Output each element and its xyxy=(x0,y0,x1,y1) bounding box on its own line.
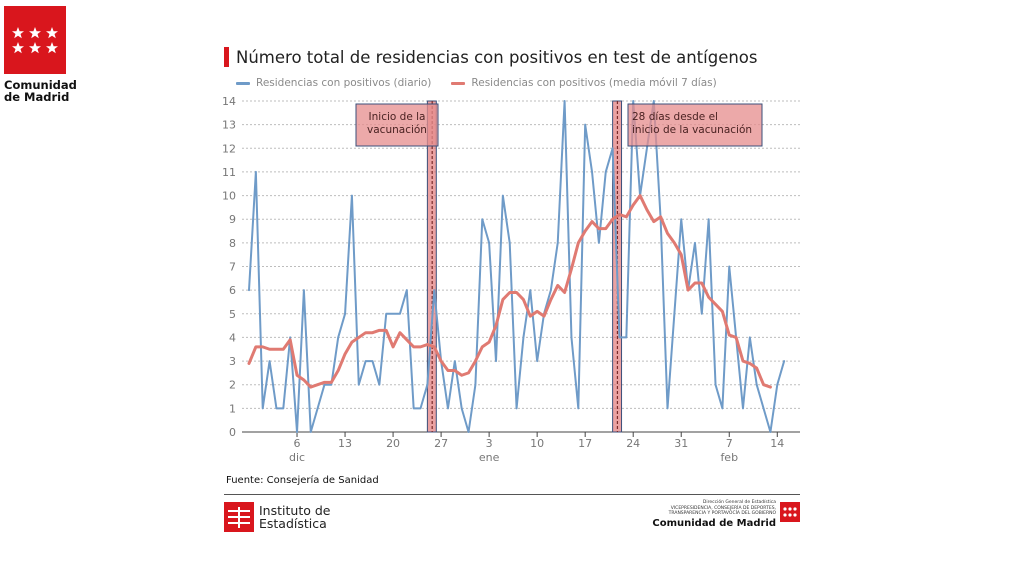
legend-label-average: Residencias con positivos (media móvil 7… xyxy=(471,77,717,89)
chart-title: Número total de residencias con positivo… xyxy=(236,47,758,67)
footer-divider xyxy=(224,494,800,495)
footer-org-name: Comunidad de Madrid xyxy=(652,517,776,529)
ine-name-line2: Estadística xyxy=(259,516,327,531)
ine-name: Instituto de Estadística xyxy=(259,504,330,530)
x-tick-label: 14 xyxy=(770,437,784,450)
source-note: Fuente: Consejería de Sanidad xyxy=(226,475,379,486)
y-tick-label: 9 xyxy=(229,213,236,226)
legend-swatch-average xyxy=(451,81,466,85)
comunidad-madrid-logo: Comunidad de Madrid xyxy=(4,6,77,104)
org-name-line1: Comunidad xyxy=(4,78,77,92)
x-tick-label: 3 xyxy=(486,437,493,450)
x-tick-label: 10 xyxy=(530,437,544,450)
footer-org-line2: VICEPRESIDENCIA, CONSEJERÍA DE DEPORTES, xyxy=(670,505,776,511)
x-month-label: feb xyxy=(720,451,738,464)
ine-logo: Instituto de Estadística xyxy=(224,502,330,532)
y-tick-label: 2 xyxy=(229,379,236,392)
x-tick-label: 24 xyxy=(626,437,640,450)
y-tick-label: 3 xyxy=(229,355,236,368)
x-tick-label: 6 xyxy=(294,437,301,450)
y-tick-label: 10 xyxy=(222,190,236,203)
annotation-label-box xyxy=(355,103,439,147)
legend-label-daily: Residencias con positivos (diario) xyxy=(256,77,432,89)
footer-org-texts: Dirección General de Estadística VICEPRE… xyxy=(652,500,776,529)
x-month-label: dic xyxy=(289,451,305,464)
org-name-line2: de Madrid xyxy=(4,90,70,104)
legend-item-daily: Residencias con positivos (diario) xyxy=(236,77,431,89)
series-line-average xyxy=(247,194,772,389)
y-tick-label: 7 xyxy=(229,261,236,274)
y-tick-label: 11 xyxy=(222,166,236,179)
footer-org-logo: Dirección General de Estadística VICEPRE… xyxy=(652,500,800,529)
footer-madrid-flag-icon xyxy=(780,502,800,522)
x-tick-label: 13 xyxy=(338,437,352,450)
chart-legend: Residencias con positivos (diario) Resid… xyxy=(236,77,737,89)
annotation-label-box xyxy=(627,103,763,147)
x-month-label: ene xyxy=(479,451,500,464)
ine-name-line1: Instituto de xyxy=(259,503,331,518)
org-name: Comunidad de Madrid xyxy=(4,78,77,104)
x-tick-label: 17 xyxy=(578,437,592,450)
y-tick-label: 6 xyxy=(229,284,236,297)
y-tick-label: 0 xyxy=(229,426,236,439)
footer-org-line1: Dirección General de Estadística xyxy=(702,500,776,505)
y-tick-label: 4 xyxy=(229,331,236,344)
x-tick-label: 31 xyxy=(674,437,688,450)
y-tick-label: 5 xyxy=(229,308,236,321)
ine-emblem-icon xyxy=(224,502,254,532)
series-line-daily xyxy=(248,100,786,433)
y-tick-label: 8 xyxy=(229,237,236,250)
legend-swatch-daily xyxy=(236,81,250,85)
y-tick-label: 1 xyxy=(229,402,236,415)
x-tick-label: 27 xyxy=(434,437,448,450)
y-tick-label: 14 xyxy=(222,95,236,108)
title-accent-bar xyxy=(224,47,229,67)
chart-title-wrap: Número total de residencias con positivo… xyxy=(224,46,758,68)
madrid-flag-icon xyxy=(4,6,66,74)
y-tick-label: 12 xyxy=(222,142,236,155)
legend-item-average: Residencias con positivos (media móvil 7… xyxy=(451,77,717,89)
annotation-label: 28 días desde el inicio de la vacunación xyxy=(632,111,752,136)
x-tick-label: 20 xyxy=(386,437,400,450)
annotation-label: Inicio de la vacunación xyxy=(367,111,427,136)
x-tick-label: 7 xyxy=(726,437,733,450)
footer-org-line3: TRANSPARENCIA Y PORTAVOCÍA DEL GOBIERNO xyxy=(668,511,776,516)
y-tick-label: 13 xyxy=(222,119,236,132)
